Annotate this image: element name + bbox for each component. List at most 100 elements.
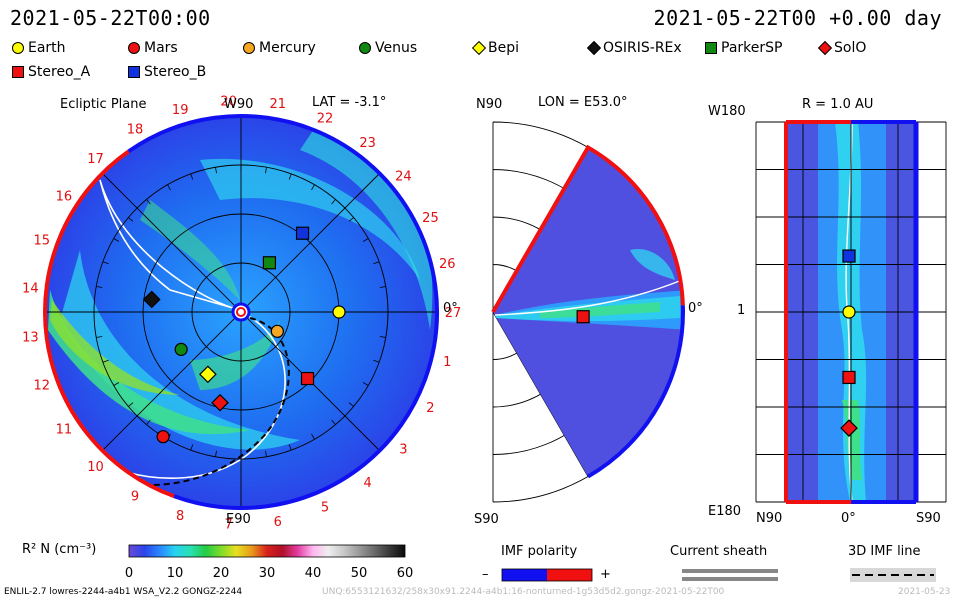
legend-label: SolO <box>834 40 867 56</box>
ecliptic-stereo_b-marker <box>295 226 310 240</box>
imf-polarity-title: IMF polarity <box>501 544 578 559</box>
ecliptic-lat-label: LAT = -3.1° <box>312 95 387 110</box>
imf-negative-swatch <box>502 569 547 581</box>
ecliptic-earth-marker <box>332 305 346 319</box>
carrington-label: 26 <box>439 257 456 272</box>
legend-label: Venus <box>375 40 418 56</box>
radial-stereo_a-marker <box>842 370 856 385</box>
meridional-polarity-rim-positive <box>491 144 685 313</box>
legend-item-osiris-rex: OSIRIS-REx <box>586 40 682 56</box>
ecliptic-bodies <box>142 226 346 444</box>
radial-solo-marker <box>840 419 858 437</box>
ecliptic-top-label: W90 <box>224 97 254 112</box>
carrington-label: 21 <box>270 97 287 112</box>
ecliptic-polarity-rim-positive <box>43 149 175 499</box>
meridional-stereo_a-marker <box>576 310 590 324</box>
carrington-label: 15 <box>34 233 51 248</box>
carrington-label: 12 <box>34 379 51 394</box>
radial-r-label: R = 1.0 AU <box>802 97 874 112</box>
ecliptic-mercury-marker <box>270 324 284 338</box>
colorbar-tick-label: 40 <box>305 566 322 581</box>
ecliptic-stereo_a-marker <box>300 371 315 386</box>
colorbar-tick-label: 0 <box>125 566 133 581</box>
meridional-bodies <box>576 310 590 324</box>
carrington-label: 23 <box>359 136 376 151</box>
legend-label: Mercury <box>259 40 316 56</box>
radial-bodies <box>840 249 858 437</box>
carrington-label: 13 <box>22 331 39 346</box>
carrington-label: 27 <box>445 306 462 321</box>
legend-label: Stereo_A <box>28 64 91 80</box>
radial-bottom-n90: N90 <box>756 511 783 526</box>
meridional-lon-label: LON = E53.0° <box>538 95 628 110</box>
imf-plus-label: + <box>600 567 611 582</box>
radial-stereo_b-marker <box>842 249 856 263</box>
current-sheath-title: Current sheath <box>670 544 768 559</box>
footer-right-date: 2021-05-23 <box>898 587 951 597</box>
colorbar-tick-label: 10 <box>167 566 184 581</box>
carrington-label: 16 <box>56 190 73 205</box>
circle-marker-icon <box>359 42 371 54</box>
square-marker-icon <box>128 66 140 78</box>
square-marker-icon <box>12 66 24 78</box>
ecliptic-tick-marks <box>94 165 388 459</box>
radial-earth-marker <box>842 305 856 319</box>
radial-panel <box>755 120 947 504</box>
ecliptic-parkersp-marker <box>262 256 277 270</box>
imf3d-title: 3D IMF line <box>848 544 921 559</box>
legend-item-mars: Mars <box>128 40 178 56</box>
carrington-label: 14 <box>22 281 39 296</box>
meridional-panel <box>491 121 685 503</box>
imf-minus-label: – <box>482 567 489 582</box>
radial-top-left-label: W180 <box>708 104 746 119</box>
radial-bottom-left-label: E180 <box>708 504 742 519</box>
circle-marker-icon <box>243 42 255 54</box>
colorbar-tick-label: 60 <box>397 566 414 581</box>
carrington-label: 17 <box>87 152 104 167</box>
colorbar-label: R² N (cm⁻³) <box>22 542 97 557</box>
ecliptic-bottom-label: E90 <box>226 512 251 527</box>
carrington-label: 4 <box>363 476 371 491</box>
carrington-label: 7 <box>225 518 233 533</box>
right-timestamp: 2021-05-22T00 +0.00 day <box>653 6 942 30</box>
ecliptic-polarity-rim-negative <box>127 114 439 510</box>
footer-right-text: UNQ:6553121632/258x30x91.2244-a4b1:16-no… <box>322 587 725 597</box>
colorbar-tick-label: 20 <box>213 566 230 581</box>
carrington-label: 20 <box>220 94 237 109</box>
meridional-bottom-label: S90 <box>474 512 499 527</box>
colorbar <box>128 544 406 558</box>
legend-label: OSIRIS-REx <box>603 40 682 56</box>
radial-bottom-s90: S90 <box>916 511 941 526</box>
legend-label: Mars <box>144 40 178 56</box>
footer-left-text: ENLIL-2.7 lowres-2244-a4b1 WSA_V2.2 GONG… <box>4 587 243 597</box>
carrington-label: 6 <box>274 515 282 530</box>
square-marker-icon <box>705 42 717 54</box>
legend-item-parkersp: ParkerSP <box>705 40 782 56</box>
radial-mid-label: 1 <box>737 303 746 318</box>
carrington-label: 11 <box>56 422 73 437</box>
meridional-polarity-rim-negative <box>586 305 685 479</box>
circle-marker-icon <box>12 42 24 54</box>
radial-bottom-0: 0° <box>841 511 856 526</box>
colorbar-tick-label: 30 <box>259 566 276 581</box>
legend-label: Bepi <box>488 40 519 56</box>
imf-positive-swatch <box>547 569 592 581</box>
legend-item-stereo_b: Stereo_B <box>128 64 206 80</box>
carrington-label: 3 <box>399 442 407 457</box>
legend-item-stereo_a: Stereo_A <box>12 64 90 80</box>
meridional-structures <box>494 249 683 330</box>
circle-marker-icon <box>128 42 140 54</box>
left-timestamp: 2021-05-22T00:00 <box>10 6 211 30</box>
ecliptic-mars-marker <box>156 430 170 444</box>
ecliptic-title: Ecliptic Plane <box>60 97 147 112</box>
carrington-label: 8 <box>176 509 184 524</box>
colorbar-ticks: 0 10 20 30 40 50 60 <box>125 566 413 581</box>
legend-label: ParkerSP <box>721 40 783 56</box>
legend-item-solo: SolO <box>817 40 867 56</box>
legend-item-mercury: Mercury <box>243 40 316 56</box>
legend-item-bepi: Bepi <box>471 40 519 56</box>
legend-label: Stereo_B <box>144 64 207 80</box>
legend-item-earth: Earth <box>12 40 66 56</box>
